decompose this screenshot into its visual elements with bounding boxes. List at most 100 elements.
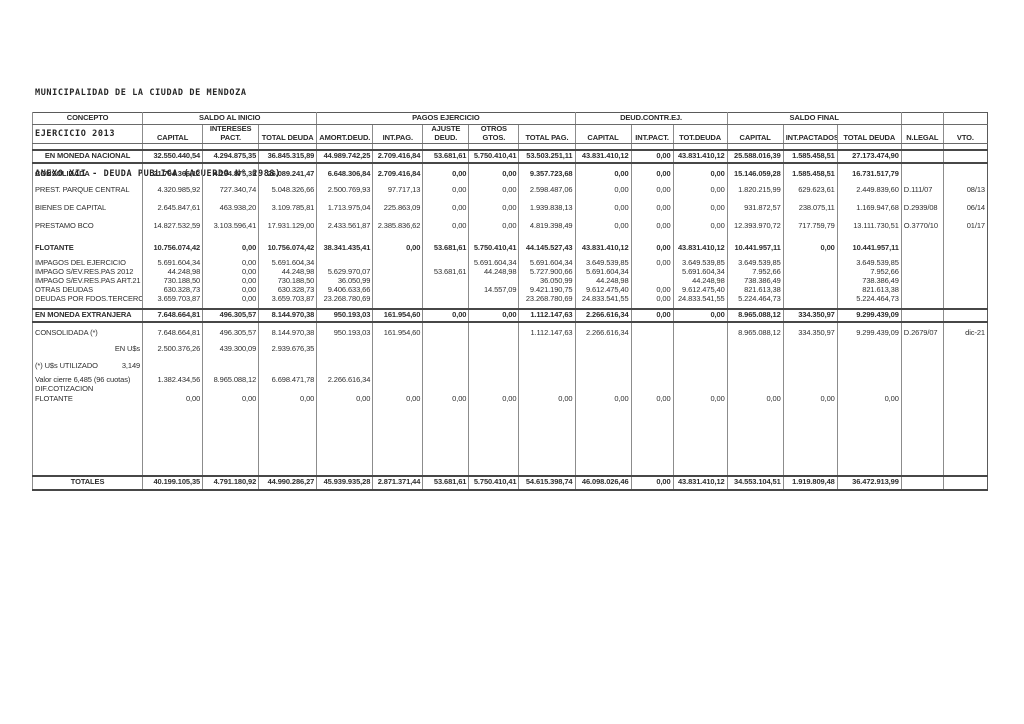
table-cell	[630, 384, 674, 394]
table-cell	[316, 321, 373, 327]
table-cell	[574, 384, 632, 394]
table-cell: 0,00	[782, 393, 838, 404]
table-cell: 0,00	[468, 199, 519, 218]
table-row: CONSOLIDADA (*) 7.648.664,81 496.305,57 8.1…	[31, 326, 988, 341]
table-cell	[900, 474, 944, 491]
table-cell	[942, 241, 988, 256]
table-cell	[422, 294, 469, 304]
table-cell: 08/13	[942, 181, 988, 200]
table-row: PRESTAMO BCO 14.827.532,59 3.103.596,41 17.…	[31, 217, 988, 236]
row-label: EN MONEDA EXTRANJERA	[31, 307, 143, 323]
table-cell	[782, 374, 838, 385]
table-cell	[468, 357, 519, 375]
table-cell	[142, 303, 203, 309]
table-cell	[900, 357, 944, 375]
table-cell: 43.831.410,12	[672, 148, 728, 164]
table-cell	[574, 340, 632, 358]
table-cell	[518, 255, 575, 259]
table-cell: 1.713.975,04	[316, 199, 373, 218]
table-cell	[782, 267, 838, 277]
table-cell	[836, 321, 902, 327]
table-cell	[316, 235, 373, 242]
table-cell: 9.612.475,40	[672, 285, 728, 295]
table-cell: 7.952,66	[726, 267, 784, 277]
spacer-row	[31, 321, 988, 327]
table-cell	[900, 393, 944, 404]
table-cell	[372, 276, 423, 286]
table-cell: 0,00	[372, 393, 423, 404]
table-cell	[202, 321, 259, 327]
table-cell	[372, 321, 423, 327]
row-label: FLOTANTE	[31, 393, 143, 404]
table-cell	[422, 403, 469, 476]
table-cell: 0,00	[202, 241, 259, 256]
table-cell: 0,00	[630, 217, 674, 236]
table-cell: 53.681,61	[422, 148, 469, 164]
table-cell	[900, 384, 944, 394]
table-cell: 0,00	[422, 167, 469, 182]
table-cell: 9.357.723,68	[518, 167, 575, 182]
table-cell	[900, 167, 944, 182]
table-cell: 0,00	[422, 393, 469, 404]
table-cell	[900, 303, 944, 309]
table-cell: 161.954,60	[372, 307, 423, 323]
column-header: INT.PACT.	[630, 124, 674, 144]
table-cell: 630.328,73	[258, 285, 317, 295]
table-cell: 1.112.147,63	[518, 307, 575, 323]
table-cell: 738.386,49	[836, 276, 902, 286]
table-cell	[942, 143, 988, 150]
row-label: CONSOLIDADA	[31, 167, 143, 182]
table-cell	[942, 340, 988, 358]
table-cell	[422, 258, 469, 268]
column-group-header: SALDO FINAL	[726, 112, 902, 125]
table-cell	[422, 303, 469, 309]
table-cell: D.111/07	[900, 181, 944, 200]
table-cell: 0,00	[630, 258, 674, 268]
row-label: OTRAS DEUDAS	[31, 285, 143, 295]
table-cell	[672, 326, 728, 341]
table-cell: 738.386,49	[726, 276, 784, 286]
table-cell: 0,00	[630, 294, 674, 304]
table-cell: 0,00	[672, 167, 728, 182]
table-cell	[468, 303, 519, 309]
table-cell	[630, 321, 674, 327]
table-cell: 53.503.251,11	[518, 148, 575, 164]
row-label-text: (*) U$s UTILIZADO	[35, 360, 98, 370]
table-cell: 2.709.416,84	[372, 167, 423, 182]
table-cell: 0,00	[142, 393, 203, 404]
table-cell: 10.756.074,42	[142, 241, 203, 256]
table-cell	[422, 326, 469, 341]
table-row: FLOTANTE 10.756.074,42 0,00 10.756.074,42 38…	[31, 241, 988, 256]
table-cell	[372, 340, 423, 358]
row-label-value: 3,149	[121, 360, 141, 370]
table-cell: 0,00	[468, 181, 519, 200]
row-label: EN U$s	[31, 340, 143, 358]
table-cell	[202, 255, 259, 259]
table-cell: 2.449.839,60	[836, 181, 902, 200]
table-cell	[836, 340, 902, 358]
table-cell	[942, 285, 988, 295]
table-cell	[942, 294, 988, 304]
table-cell	[942, 474, 988, 491]
spacer-row	[31, 255, 988, 259]
table-row: DIF.COTIZACION	[31, 384, 988, 394]
table-cell	[468, 143, 519, 150]
table-cell	[900, 148, 944, 164]
table-cell	[782, 303, 838, 309]
table-row: IMPAGO S/EV.RES.PAS ART.21 730.188,50 0,00…	[31, 276, 988, 286]
table-cell	[422, 143, 469, 150]
table-cell	[672, 384, 728, 394]
table-cell: 44.145.527,43	[518, 241, 575, 256]
table-cell	[942, 162, 988, 168]
table-cell	[372, 303, 423, 309]
spacer-row	[31, 143, 988, 150]
table-cell: 0,00	[630, 167, 674, 182]
row-label	[31, 403, 143, 476]
table-cell	[900, 241, 944, 256]
spacer-row	[31, 403, 988, 476]
table-cell	[836, 384, 902, 394]
table-cell: 5.691.604,34	[468, 258, 519, 268]
table-cell	[202, 357, 259, 375]
table-cell	[574, 321, 632, 327]
table-row: OTRAS DEUDAS 630.328,73 0,00 630.328,73 9.40…	[31, 285, 988, 295]
